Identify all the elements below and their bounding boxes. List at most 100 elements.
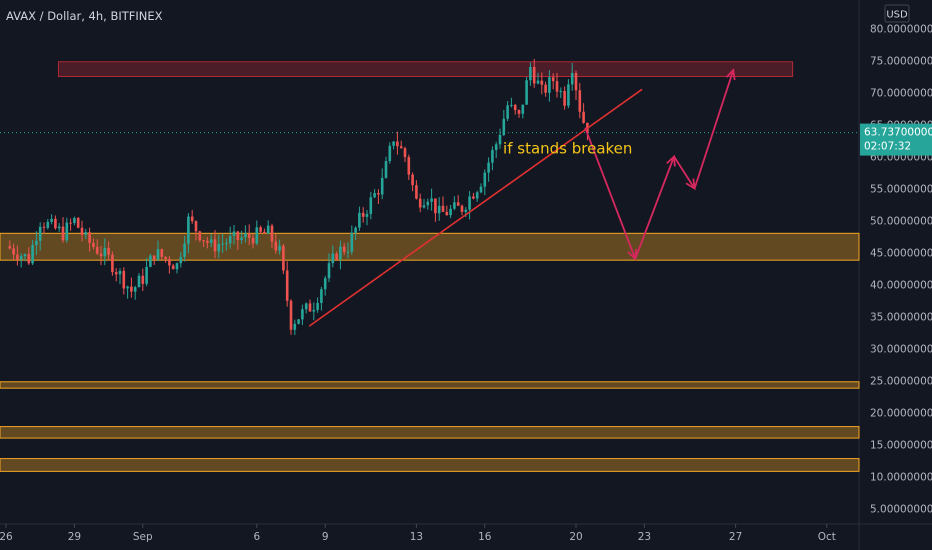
candle (259, 225, 262, 234)
price-axis-label: 25.00000000 (870, 376, 932, 388)
candle-body (92, 242, 95, 247)
time-axis[interactable]: 26 29 Sep 6 9 13 16 20 23 27 Oct (0, 524, 836, 543)
candle (126, 285, 129, 299)
candle-body (107, 247, 110, 255)
candle-body (399, 146, 403, 149)
candle (236, 230, 240, 250)
candle (301, 304, 304, 325)
candle (209, 233, 213, 248)
candle (251, 234, 255, 249)
candle (130, 277, 133, 298)
candle-body (491, 149, 494, 163)
candle (456, 195, 460, 206)
candle-body (57, 226, 61, 229)
candle (498, 128, 502, 149)
candle-body (517, 110, 521, 114)
resistance-zone-0[interactable] (57, 61, 794, 77)
candle-body (228, 235, 232, 244)
support-zone-4[interactable] (0, 458, 860, 472)
candle-body (114, 272, 118, 275)
support-zone-3[interactable] (0, 426, 860, 439)
candle (198, 230, 202, 243)
candle (510, 97, 513, 108)
candle-body (251, 237, 255, 244)
candle (422, 198, 426, 209)
candle (323, 275, 327, 296)
currency-label: USD (886, 10, 908, 21)
candle (494, 141, 498, 158)
candle-body (225, 243, 228, 245)
candle-body (475, 192, 479, 199)
time-axis-label: Sep (133, 531, 153, 543)
candle (525, 76, 528, 105)
candle (190, 209, 194, 224)
candle-body (202, 240, 205, 242)
projection-arrow[interactable] (584, 127, 637, 260)
candle (149, 253, 152, 268)
candle (99, 245, 103, 266)
candle-body (99, 253, 103, 257)
candle (19, 253, 23, 268)
candle (225, 238, 228, 251)
candle-body (301, 309, 304, 320)
candle-body (80, 227, 84, 235)
candle-body (46, 221, 50, 228)
candle-body (430, 198, 433, 202)
candle (513, 103, 517, 115)
candle (270, 223, 274, 249)
candle-body (456, 202, 460, 206)
time-axis-label: 26 (0, 531, 13, 543)
candle-body (551, 77, 555, 82)
currency-button[interactable]: USD (884, 4, 910, 23)
projection-arrow[interactable] (693, 69, 735, 189)
price-axis-label: 75.00000000 (870, 56, 932, 68)
candle-body (73, 217, 76, 224)
projection-arrow[interactable] (634, 156, 675, 260)
candle (377, 189, 380, 204)
candle-body (244, 233, 247, 238)
support-zone-1[interactable] (0, 232, 860, 261)
candle (50, 214, 53, 225)
candle-body (479, 186, 483, 193)
candle-body (122, 270, 126, 289)
candle (244, 225, 247, 243)
price-axis-label: 70.00000000 (870, 88, 932, 100)
trendline[interactable] (308, 88, 643, 327)
candle-body (50, 218, 53, 222)
candle-body (339, 246, 342, 260)
candle-body (570, 73, 574, 85)
candle-body (126, 286, 129, 289)
candle (213, 230, 217, 259)
candle (570, 63, 574, 91)
candle-body (297, 319, 300, 324)
candle-body (529, 66, 532, 81)
candle-body (342, 246, 346, 252)
candle (278, 239, 281, 255)
candle-body (331, 253, 335, 264)
candle-body (160, 249, 164, 257)
support-zone-2[interactable] (0, 381, 860, 389)
candle (84, 228, 88, 240)
candle-body (548, 77, 551, 93)
candle-body (133, 287, 137, 292)
candle (388, 142, 392, 164)
time-axis-label: 20 (569, 531, 582, 543)
candle-body (377, 193, 380, 195)
candle-body (282, 245, 285, 271)
time-axis-label: 13 (410, 531, 423, 543)
candle-body (111, 254, 114, 273)
candle-body (380, 177, 384, 195)
candle-body (137, 275, 141, 288)
candle-body (502, 118, 506, 135)
candle-body (88, 232, 91, 243)
candle-body (38, 226, 42, 241)
candle (472, 192, 475, 200)
candle-body (392, 141, 395, 146)
annotation-text[interactable]: if stands breaken (503, 139, 632, 157)
candle-body (418, 198, 422, 208)
candle (80, 220, 84, 242)
projection-arrow[interactable] (673, 156, 696, 189)
candle (88, 227, 91, 252)
candle-body (559, 90, 563, 92)
